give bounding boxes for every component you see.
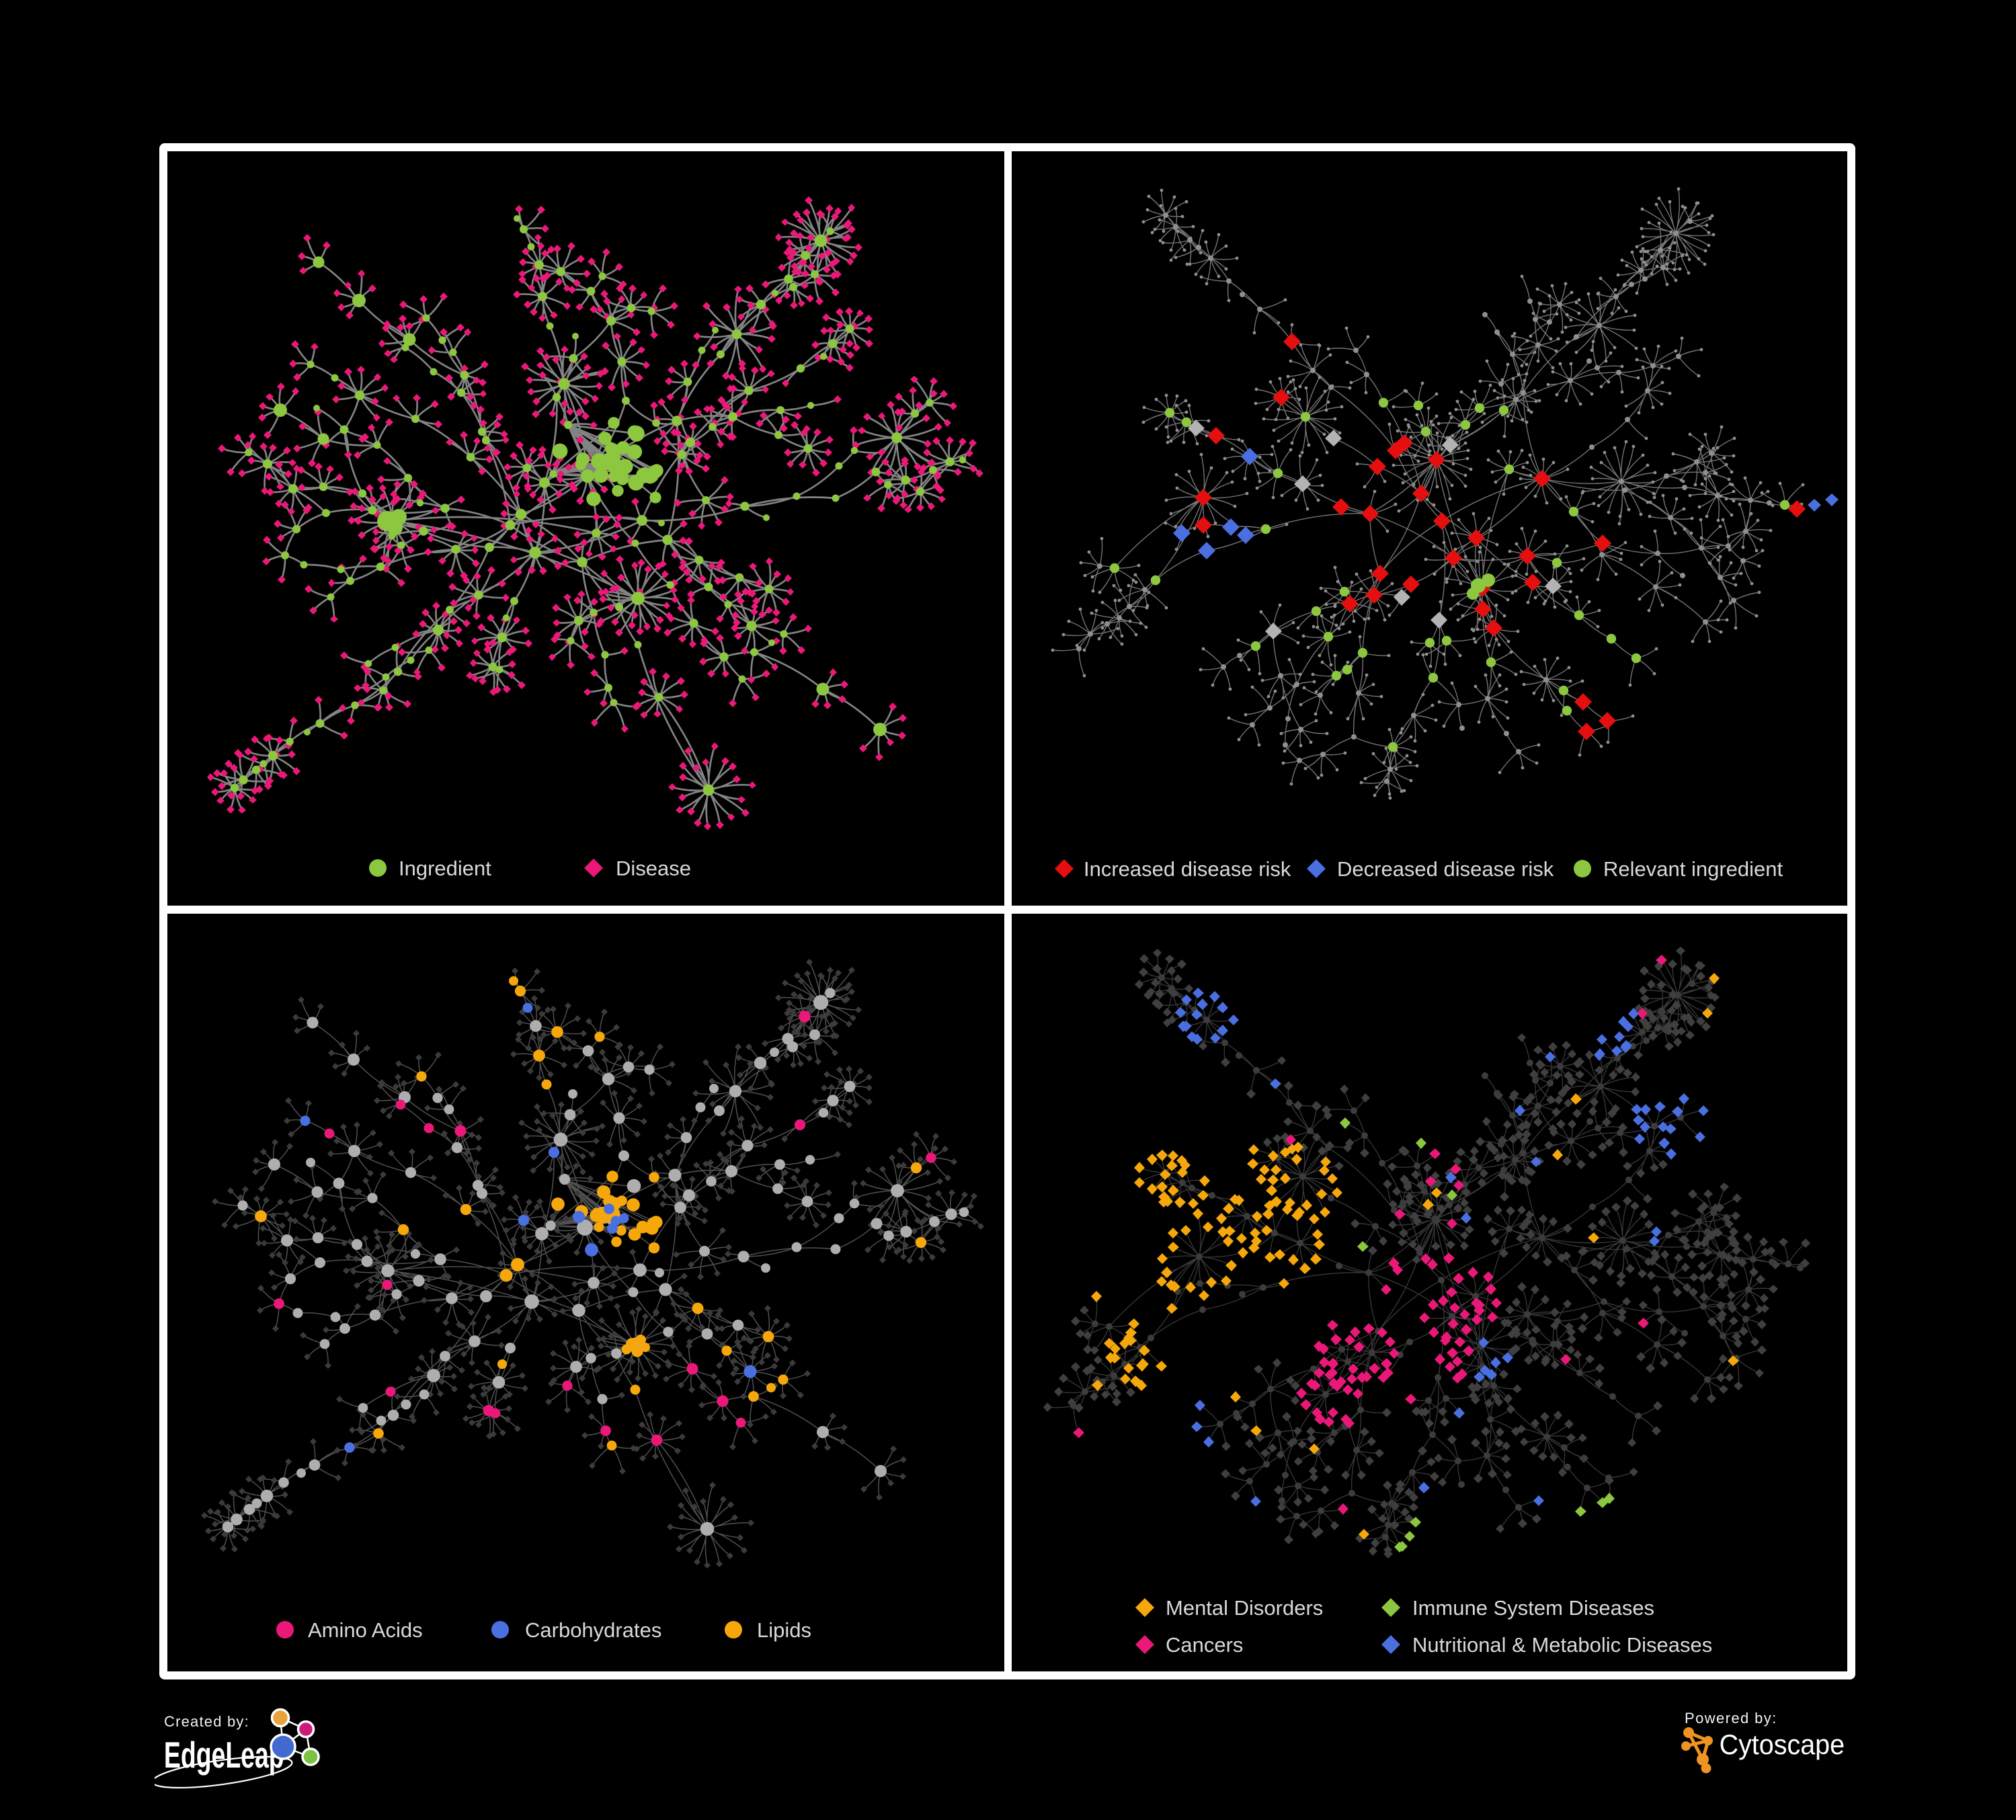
svg-text:Cancers: Cancers [1166, 1633, 1243, 1657]
svg-text:Decreased disease risk: Decreased disease risk [1337, 857, 1554, 881]
svg-text:Immune System Diseases: Immune System Diseases [1412, 1596, 1654, 1620]
svg-text:Amino Acids: Amino Acids [308, 1618, 423, 1642]
svg-text:Lipids: Lipids [757, 1618, 811, 1642]
svg-text:Increased disease risk: Increased disease risk [1084, 857, 1291, 881]
svg-text:EdgeLeap: EdgeLeap [164, 1734, 284, 1776]
svg-text:Mental Disorders: Mental Disorders [1166, 1596, 1323, 1620]
svg-text:Relevant ingredient: Relevant ingredient [1603, 857, 1783, 881]
svg-text:Powered by:: Powered by: [1685, 1710, 1777, 1727]
svg-text:Created by:: Created by: [164, 1713, 249, 1730]
svg-text:Disease: Disease [616, 857, 691, 880]
svg-text:Nutritional & Metabolic Diseas: Nutritional & Metabolic Diseases [1412, 1633, 1712, 1657]
svg-text:Cytoscape: Cytoscape [1720, 1729, 1845, 1760]
svg-text:Ingredient: Ingredient [399, 857, 491, 880]
svg-text:Carbohydrates: Carbohydrates [525, 1618, 661, 1642]
